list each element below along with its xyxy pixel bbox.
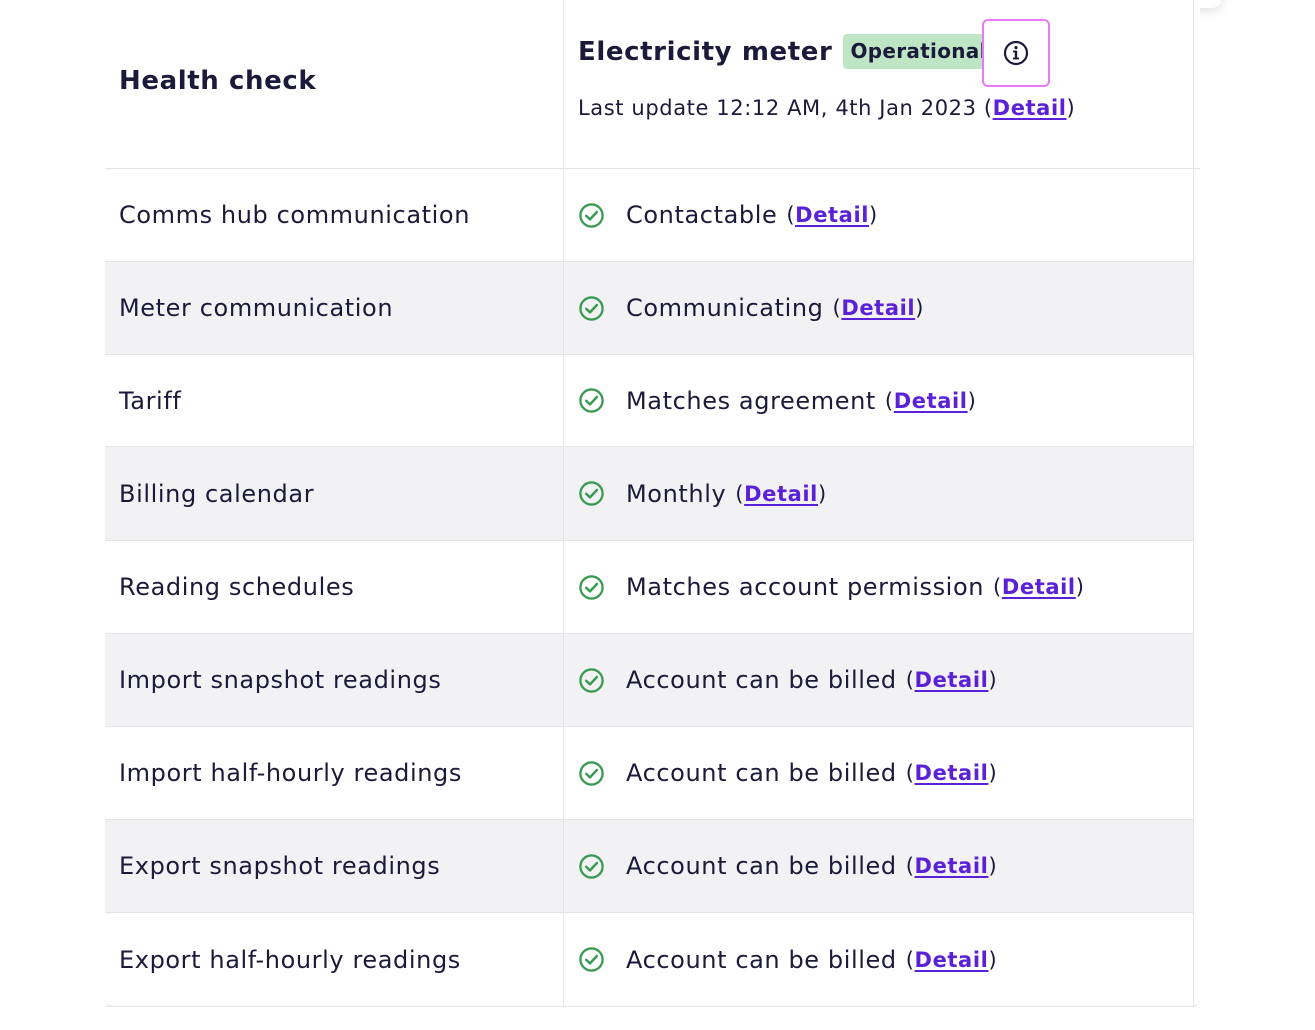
status-text: Monthly <box>626 479 727 508</box>
detail-link[interactable]: Detail <box>744 481 818 506</box>
status-text: Account can be billed <box>626 759 897 787</box>
detail-link[interactable]: Detail <box>914 854 989 878</box>
table-row: Meter communication Communicating (Detail) <box>105 262 1193 355</box>
status-text: Contactable <box>626 201 778 229</box>
last-update-text: Last update 12:12 AM, 4th Jan 2023 (Deta… <box>578 96 1075 120</box>
detail-link-wrapper: (Detail) <box>993 575 1085 599</box>
table-row: Reading schedules Matches account permiss… <box>105 541 1193 634</box>
table-row: Billing calendar Monthly (Detail) <box>105 447 1193 541</box>
health-check-value: Account can be billed (Detail) <box>578 759 997 787</box>
status-text: Communicating <box>626 294 824 322</box>
check-circle-icon <box>579 481 604 506</box>
detail-link-wrapper: (Detail) <box>905 761 998 785</box>
health-check-value: Matches account permission (Detail) <box>578 573 1085 601</box>
health-check-label: Import half-hourly readings <box>119 759 463 787</box>
health-check-label: Import snapshot readings <box>119 666 442 694</box>
detail-link[interactable]: Detail <box>914 668 989 692</box>
table-row: Export snapshot readings Account can be b… <box>105 820 1193 913</box>
last-update-detail-link[interactable]: Detail <box>992 96 1067 120</box>
status-badge: Operational <box>843 34 994 69</box>
table-row: Comms hub communication Contactable (Detai… <box>105 169 1193 262</box>
health-check-label: Reading schedules <box>119 573 355 601</box>
check-circle-icon <box>579 295 604 321</box>
check-circle-icon <box>579 760 604 786</box>
table-row: Import snapshot readings Account can be b… <box>105 634 1193 727</box>
detail-link[interactable]: Detail <box>841 296 916 320</box>
check-circle-icon <box>579 388 604 413</box>
detail-link[interactable]: Detail <box>893 388 968 413</box>
status-text: Matches account permission <box>626 573 985 601</box>
detail-link-wrapper: (Detail) <box>735 481 827 506</box>
health-check-value: Communicating (Detail) <box>578 294 924 322</box>
detail-link[interactable]: Detail <box>914 761 989 785</box>
detail-link[interactable]: Detail <box>1001 575 1076 599</box>
detail-link-wrapper: (Detail) <box>905 854 998 878</box>
detail-link-wrapper: (Detail) <box>905 947 998 972</box>
health-check-label: Export snapshot readings <box>119 852 441 880</box>
meter-title: Electricity meter <box>578 36 833 67</box>
detail-link-wrapper: (Detail) <box>832 296 924 320</box>
status-text: Account can be billed <box>626 945 897 974</box>
health-check-label: Billing calendar <box>119 479 315 508</box>
health-check-table: Health check Electricity meter Operation… <box>105 0 1200 1007</box>
last-update-prefix: Last update 12:12 AM, 4th Jan 2023 ( <box>578 96 993 120</box>
last-update-suffix: ) <box>1066 96 1076 120</box>
check-circle-icon <box>579 667 604 693</box>
health-check-label: Export half-hourly readings <box>119 945 461 974</box>
check-circle-icon <box>579 853 604 879</box>
detail-link[interactable]: Detail <box>914 947 989 972</box>
health-check-value: Account can be billed (Detail) <box>578 946 997 974</box>
health-check-label: Meter communication <box>119 294 394 322</box>
column-divider <box>563 0 564 1006</box>
table-row: Import half-hourly readings Account can b… <box>105 727 1193 820</box>
health-check-column-header: Health check <box>119 66 317 96</box>
check-circle-icon <box>579 574 604 600</box>
detail-link-wrapper: (Detail) <box>884 388 977 413</box>
health-check-value: Matches agreement (Detail) <box>578 387 976 415</box>
check-circle-icon <box>579 947 604 972</box>
status-text: Matches agreement <box>626 386 876 415</box>
table-row: Export half-hourly readings Account can b… <box>105 913 1193 1007</box>
status-text: Account can be billed <box>626 852 897 880</box>
table-header-row: Health check Electricity meter Operation… <box>105 0 1200 169</box>
health-check-value: Contactable (Detail) <box>578 201 878 229</box>
meter-title-line: Electricity meter Operational <box>578 34 994 69</box>
detail-link-wrapper: (Detail) <box>905 668 998 692</box>
table-right-edge <box>1193 0 1194 1006</box>
health-check-label: Comms hub communication <box>119 201 471 229</box>
detail-link[interactable]: Detail <box>795 203 870 227</box>
health-check-label: Tariff <box>119 386 182 415</box>
info-button[interactable] <box>982 19 1050 87</box>
health-check-value: Account can be billed (Detail) <box>578 666 997 694</box>
detail-link-wrapper: (Detail) <box>786 203 878 227</box>
health-check-value: Monthly (Detail) <box>578 480 827 508</box>
status-text: Account can be billed <box>626 666 897 694</box>
info-icon <box>1003 40 1029 66</box>
table-row: Tariff Matches agreement (Detail) <box>105 355 1193 447</box>
health-check-value: Account can be billed (Detail) <box>578 852 997 880</box>
check-circle-icon <box>579 202 604 228</box>
